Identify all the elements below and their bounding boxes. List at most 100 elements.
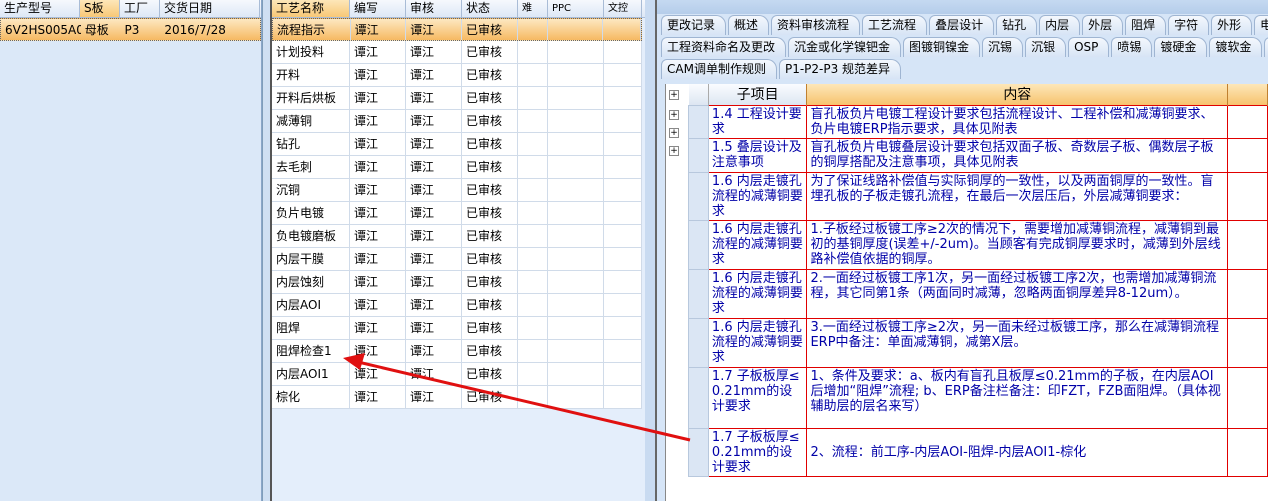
cell: 已审核 bbox=[462, 363, 518, 385]
process-row[interactable]: 钻孔 谭江 谭江 已审核 bbox=[272, 133, 642, 156]
process-col-5[interactable]: PPC bbox=[548, 0, 604, 17]
row-indicator[interactable] bbox=[688, 366, 709, 429]
process-row[interactable]: 内层蚀刻 谭江 谭江 已审核 bbox=[272, 271, 642, 294]
content-cell: 2、流程：前工序-内层AOI-阻焊-内层AOI1-棕化 bbox=[806, 427, 1229, 477]
expand-icon[interactable]: + bbox=[669, 110, 679, 120]
cell: 已审核 bbox=[462, 41, 518, 63]
grid-row[interactable]: 1.6 内层走镀孔流程的减薄铜要求 3.一面经过板镀工序≥2次，另一面未经过板镀工… bbox=[688, 317, 1268, 368]
process-col-1[interactable]: 编写 bbox=[350, 0, 406, 17]
process-row[interactable]: 开料后烘板 谭江 谭江 已审核 bbox=[272, 87, 642, 110]
process-col-4[interactable]: 难 bbox=[518, 0, 548, 17]
expand-icon[interactable]: + bbox=[669, 128, 679, 138]
row-indicator[interactable] bbox=[688, 171, 709, 221]
row-indicator[interactable] bbox=[688, 219, 709, 270]
cell bbox=[518, 271, 548, 293]
tab[interactable]: 工程资料命名及更改 bbox=[661, 37, 787, 57]
col-model[interactable]: 生产型号 bbox=[0, 0, 80, 17]
grid-row[interactable]: 1.6 内层走镀孔流程的减薄铜要求 2.一面经过板镀工序1次，另一面经过板镀工序2… bbox=[688, 268, 1268, 319]
grid-row[interactable]: 1.7 子板板厚≤0.21mm的设计要求 1、条件及要求：a、板内有盲孔且板厚≤0… bbox=[688, 366, 1268, 429]
tab[interactable]: OSP bbox=[1068, 37, 1110, 57]
process-row[interactable]: 负电镀磨板 谭江 谭江 已审核 bbox=[272, 225, 642, 248]
cell: 谭江 bbox=[406, 133, 462, 155]
tab[interactable]: P1-P2-P3 规范差异 bbox=[778, 59, 902, 79]
col-factory[interactable]: 工厂 bbox=[120, 0, 160, 17]
cell bbox=[604, 156, 642, 178]
tab[interactable]: 更改记录 bbox=[661, 15, 727, 35]
col-delivery[interactable]: 交货日期 bbox=[160, 0, 260, 17]
process-row[interactable]: 内层AOI 谭江 谭江 已审核 bbox=[272, 294, 642, 317]
order-row[interactable]: 6V2HS005A0 母板 P3 2016/7/28 bbox=[0, 18, 261, 41]
tab[interactable]: 外层 bbox=[1082, 15, 1124, 35]
tab[interactable]: 资料审核流程 bbox=[771, 15, 861, 35]
content-cell: 1.子板经过板镀工序≥2次的情况下，需要增加减薄铜流程，减薄铜到最初的基铜厚度(… bbox=[806, 219, 1229, 270]
process-row[interactable]: 沉铜 谭江 谭江 已审核 bbox=[272, 179, 642, 202]
cell: 内层AOI bbox=[272, 294, 350, 316]
cell: 谭江 bbox=[350, 386, 406, 408]
process-row[interactable]: 计划投料 谭江 谭江 已审核 bbox=[272, 41, 642, 64]
cell bbox=[548, 271, 604, 293]
tab[interactable]: 电测试 bbox=[1254, 15, 1268, 35]
process-col-2[interactable]: 审核 bbox=[406, 0, 462, 17]
tab[interactable]: CAM调单制作规则 bbox=[661, 59, 777, 79]
content-cell: 盲孔板负片电镀叠层设计要求包括双面子板、奇数层子板、偶数层子板的铜厚搭配及注意事… bbox=[806, 137, 1229, 173]
tab[interactable]: 沉金或化学镍钯金 bbox=[788, 37, 902, 57]
splitter-2[interactable] bbox=[645, 0, 657, 501]
tab[interactable]: 沉银 bbox=[1025, 37, 1067, 57]
grid-row[interactable]: 1.6 内层走镀孔流程的减薄铜要求 为了保证线路补偿值与实际铜厚的一致性，以及两面… bbox=[688, 171, 1268, 221]
row-indicator[interactable] bbox=[688, 268, 709, 319]
cell bbox=[518, 133, 548, 155]
tab[interactable]: 喷锡 bbox=[1111, 37, 1153, 57]
row-indicator[interactable] bbox=[688, 104, 709, 139]
col-subitem[interactable]: 子项目 bbox=[708, 84, 808, 105]
tab[interactable]: 叠层设计 bbox=[929, 15, 995, 35]
tab[interactable]: 图镀铜镍金 bbox=[903, 37, 981, 57]
cell bbox=[604, 363, 642, 385]
cell: 谭江 bbox=[406, 202, 462, 224]
cell bbox=[548, 248, 604, 270]
tab[interactable]: 字符 bbox=[1168, 15, 1210, 35]
tab-row: 工程资料命名及更改沉金或化学镍钯金图镀铜镍金沉锡沉银OSP喷锡镀硬金镀软金无镍电 bbox=[657, 35, 1268, 57]
splitter[interactable] bbox=[262, 0, 272, 501]
tab[interactable]: 镀软金 bbox=[1209, 37, 1263, 57]
row-indicator[interactable] bbox=[688, 427, 709, 477]
tab[interactable]: 阻焊 bbox=[1125, 15, 1167, 35]
grid-row[interactable]: 1.5 叠层设计及注意事项 盲孔板负片电镀叠层设计要求包括双面子板、奇数层子板、偶… bbox=[688, 137, 1268, 173]
process-row[interactable]: 减薄铜 谭江 谭江 已审核 bbox=[272, 110, 642, 133]
process-row[interactable]: 去毛刺 谭江 谭江 已审核 bbox=[272, 156, 642, 179]
col-s-board[interactable]: S板 bbox=[80, 0, 120, 17]
grid-row[interactable]: 1.7 子板板厚≤0.21mm的设计要求 2、流程：前工序-内层AOI-阻焊-内层… bbox=[688, 427, 1268, 477]
process-col-6[interactable]: 文控 bbox=[604, 0, 642, 17]
extra-cell bbox=[1227, 171, 1268, 221]
tab[interactable]: 钻孔 bbox=[996, 15, 1038, 35]
process-col-0[interactable]: 工艺名称 bbox=[272, 0, 350, 17]
cell bbox=[548, 179, 604, 201]
tab[interactable]: 镀硬金 bbox=[1154, 37, 1208, 57]
cell bbox=[548, 225, 604, 247]
tab[interactable]: 无镍电 bbox=[1264, 37, 1268, 57]
cell: 母板 bbox=[84, 23, 109, 37]
row-indicator[interactable] bbox=[688, 317, 709, 368]
cell: 谭江 bbox=[350, 41, 406, 63]
tab[interactable]: 概述 bbox=[728, 15, 770, 35]
process-row[interactable]: 开料 谭江 谭江 已审核 bbox=[272, 64, 642, 87]
process-col-3[interactable]: 状态 bbox=[462, 0, 518, 17]
tab[interactable]: 内层 bbox=[1039, 15, 1081, 35]
tab[interactable]: 工艺流程 bbox=[862, 15, 928, 35]
subitem-cell: 1.4 工程设计要求 bbox=[707, 104, 808, 139]
col-content[interactable]: 内容 bbox=[806, 84, 1229, 105]
cell: 内层蚀刻 bbox=[272, 271, 350, 293]
process-row[interactable]: 阻焊检查1 谭江 谭江 已审核 bbox=[272, 340, 642, 363]
cell: 已审核 bbox=[462, 340, 518, 362]
cell: 谭江 bbox=[406, 317, 462, 339]
cell bbox=[603, 19, 642, 40]
process-row[interactable]: 内层干膜 谭江 谭江 已审核 bbox=[272, 248, 642, 271]
cell bbox=[548, 64, 604, 86]
process-row[interactable]: 负片电镀 谭江 谭江 已审核 bbox=[272, 202, 642, 225]
process-row[interactable]: 流程指示 谭江 谭江 已审核 bbox=[272, 18, 642, 41]
expand-icon[interactable]: + bbox=[669, 90, 679, 100]
tab[interactable]: 沉锡 bbox=[982, 37, 1024, 57]
tab[interactable]: 外形 bbox=[1211, 15, 1253, 35]
expand-icon[interactable]: + bbox=[669, 146, 679, 156]
process-row[interactable]: 阻焊 谭江 谭江 已审核 bbox=[272, 317, 642, 340]
grid-row[interactable]: 1.6 内层走镀孔流程的减薄铜要求 1.子板经过板镀工序≥2次的情况下，需要增加减… bbox=[688, 219, 1268, 270]
